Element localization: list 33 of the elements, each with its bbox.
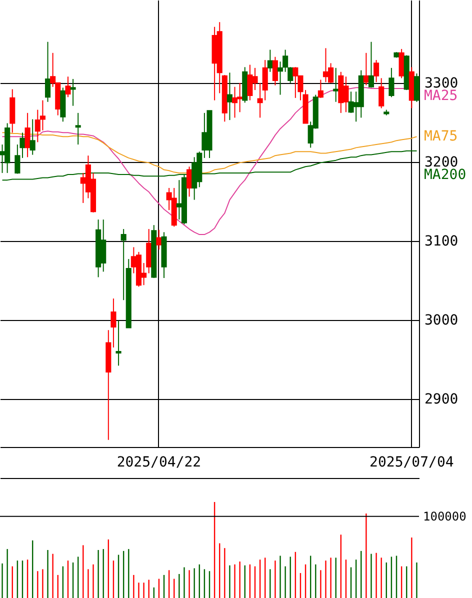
candlestick <box>272 56 278 86</box>
series-label: MA25 <box>424 88 458 104</box>
x-tick-label: 2025/04/22 <box>116 454 202 470</box>
candlestick <box>267 49 273 72</box>
candlestick <box>75 112 81 146</box>
candlestick <box>24 112 30 158</box>
text: 100000 <box>423 509 466 524</box>
candlestick <box>226 72 232 121</box>
candlestick <box>186 166 192 198</box>
candlestick <box>388 67 394 98</box>
series-label: MA200 <box>424 166 466 183</box>
candlestick <box>368 41 374 88</box>
candlestick <box>232 86 238 118</box>
candlestick <box>333 67 339 102</box>
x-tick-label: 2025/07/04 <box>370 454 454 470</box>
candlestick <box>65 76 71 98</box>
series-label: MA75 <box>424 128 458 145</box>
candlestick <box>120 228 126 301</box>
candlestick <box>70 78 76 106</box>
candlestick <box>30 118 36 156</box>
candlestick <box>414 72 420 102</box>
candlestick <box>116 320 122 366</box>
y-tick-label: 3000 <box>424 312 458 328</box>
candlestick <box>110 298 116 348</box>
candlestick <box>156 229 162 250</box>
candlestick <box>318 79 324 98</box>
candlestick <box>398 48 404 79</box>
y-tick-label: 3100 <box>424 233 458 250</box>
candlestick <box>374 60 380 83</box>
candlestick <box>378 78 384 109</box>
candlestick <box>20 132 26 158</box>
candlestick <box>44 41 51 102</box>
y-tick-label: 2900 <box>424 391 458 408</box>
